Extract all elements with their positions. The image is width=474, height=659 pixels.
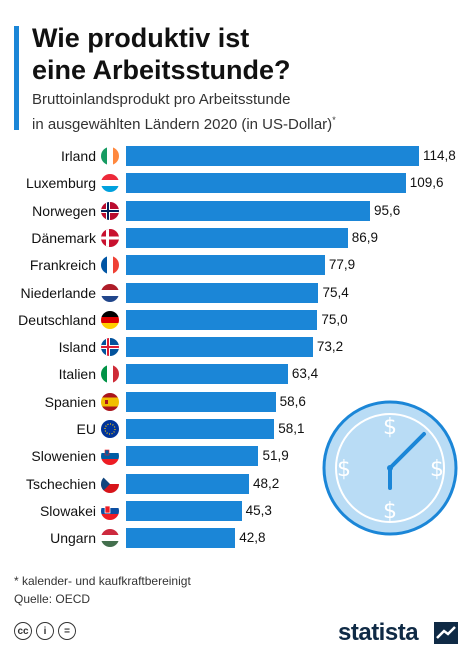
flag-eu-icon [101,420,119,438]
category-label: Tschechien [25,475,96,492]
bar [126,255,325,276]
subtitle-line-1: Bruttoinlandsprodukt pro Arbeitsstunde [32,91,291,108]
svg-text:$: $ [383,415,397,440]
value-label: 51,9 [262,448,289,464]
flag-slovenia-icon [101,447,119,466]
title-line-2: eine Arbeitsstunde? [32,55,291,85]
value-label: 42,8 [239,530,266,546]
value-label: 95,6 [373,202,401,218]
value-label: 58,1 [278,421,305,436]
accent-bar [14,26,19,130]
svg-text:$: $ [337,457,351,482]
category-label: Irland [60,148,96,164]
flag-czechia-icon [101,474,119,493]
value-label: 75,0 [321,311,348,327]
flag-slovakia-icon [101,501,119,520]
attribution-icon[interactable]: i [36,622,54,640]
svg-text:$: $ [383,499,397,524]
category-label: EU [76,421,96,437]
value-label: 109,6 [409,175,444,191]
chart-title: Wie produktiv ist eine Arbeitsstunde? [32,22,452,86]
flag-luxembourg-icon [101,174,119,193]
category-label: Slowenien [31,448,96,465]
flag-germany-icon [101,310,119,329]
value-label: 73,2 [316,339,344,355]
bar [126,173,406,194]
flag-italy-icon [101,365,119,384]
value-label: 77,9 [328,257,356,273]
clock-dollar-icon: $ $ $ $ [322,400,458,536]
value-label: 86,9 [351,229,379,245]
value-label: 48,2 [253,475,280,491]
bar [126,227,348,248]
category-label: Niederlande [20,284,97,301]
title-line-1: Wie produktiv ist [32,23,250,53]
value-label: 114,8 [423,148,456,163]
bar [126,364,288,385]
category-label: Deutschland [18,311,96,328]
statista-logo[interactable]: statista [338,619,419,646]
subtitle-footnote-mark: * [332,115,336,125]
bar [126,200,370,221]
license-icons: cc i = [14,622,76,640]
flag-netherlands-icon [101,283,119,302]
value-label: 45,3 [245,502,272,518]
bar [126,473,250,494]
flag-iceland-icon [101,338,119,357]
flag-denmark-icon [101,228,119,247]
value-label: 63,4 [291,366,319,382]
category-label: Slowakei [39,502,96,519]
flag-hungary-icon [101,529,119,548]
footnote: * kalender- und kaufkraftbereinigt [14,574,191,588]
category-label: Italien [58,366,96,383]
flag-ireland-icon [101,147,119,165]
value-label: 75,4 [322,284,349,300]
category-label: Luxemburg [25,175,96,192]
bar [126,446,259,467]
category-label: Frankreich [29,257,96,274]
statista-logo-icon [434,622,458,644]
bar [126,337,313,358]
bar [126,282,319,303]
flag-norway-icon [101,201,119,220]
bar [126,309,318,330]
category-label: Spanien [44,393,96,410]
subtitle-line-2-text: in ausgewählten Ländern 2020 (in US-Doll… [32,116,333,133]
source-note: Quelle: OECD [14,592,91,606]
bar [126,500,242,521]
chart-subtitle: Bruttoinlandsprodukt pro Arbeitsstunde i… [32,90,452,135]
svg-text:$: $ [430,457,444,482]
value-label: 58,6 [279,393,306,409]
bar [126,528,236,549]
bar [126,146,419,166]
no-derivatives-icon[interactable]: = [58,622,76,640]
flag-spain-icon [101,392,119,411]
bar [126,419,275,439]
category-label: Norwegen [32,202,96,219]
bar [126,391,276,412]
flag-france-icon [101,256,119,275]
category-label: Ungarn [50,530,96,547]
category-label: Dänemark [31,229,96,246]
subtitle-line-2: in ausgewählten Ländern 2020 (in US-Doll… [32,110,452,135]
creative-commons-icon[interactable]: cc [14,622,32,640]
category-label: Island [58,339,96,356]
